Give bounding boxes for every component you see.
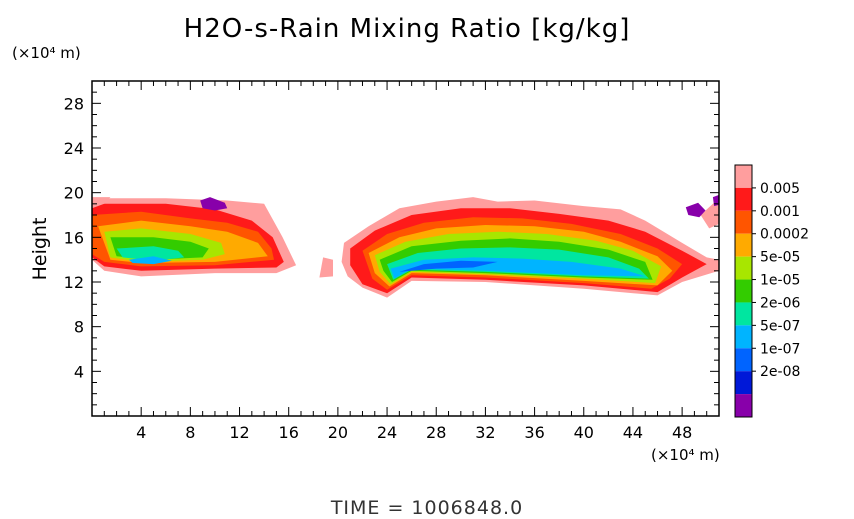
contour-region-17 bbox=[399, 260, 498, 272]
y-tick-label: 16 bbox=[64, 228, 84, 247]
y-tick-label: 4 bbox=[74, 362, 84, 381]
x-tick-label: 48 bbox=[672, 423, 692, 442]
colorbar-swatch bbox=[735, 210, 752, 234]
colorbar-label: 0.001 bbox=[760, 204, 800, 220]
contour-regions bbox=[92, 194, 719, 298]
colorbar-swatch bbox=[735, 394, 752, 417]
chart-title: H2O-s-Rain Mixing Ratio [kg/kg] bbox=[183, 14, 631, 44]
time-label: TIME = 1006848.0 bbox=[330, 497, 524, 519]
x-tick-label: 40 bbox=[574, 423, 594, 442]
x-tick-label: 36 bbox=[524, 423, 544, 442]
colorbar-label: 1e-05 bbox=[760, 273, 800, 289]
colorbar-swatch bbox=[735, 165, 752, 188]
y-tick-label: 12 bbox=[64, 273, 84, 292]
contour-region-20 bbox=[200, 197, 228, 211]
colorbar-frame bbox=[734, 164, 753, 418]
x-tick-label: 28 bbox=[426, 423, 446, 442]
x-tick-label: 16 bbox=[279, 423, 299, 442]
y-axis-label: Height bbox=[29, 217, 51, 281]
colorbar-label: 5e-07 bbox=[760, 318, 800, 334]
contour-region-7 bbox=[128, 256, 172, 265]
colorbar-label: 2e-08 bbox=[760, 364, 800, 380]
colorbar-label: 5e-05 bbox=[760, 250, 800, 266]
y-tick-label: 28 bbox=[64, 94, 84, 113]
colorbar-swatch bbox=[735, 371, 752, 395]
contour-region-8 bbox=[319, 257, 333, 278]
y-tick-label: 24 bbox=[64, 139, 84, 158]
contour-region-22 bbox=[712, 194, 719, 207]
contour-region-18 bbox=[92, 197, 111, 209]
contour-region-21 bbox=[685, 202, 706, 218]
colorbar-swatch bbox=[735, 187, 752, 211]
colorbar: 0.005 0.001 0.0002 5e-05 1e-05 2e-06 5e-07 1e-0… bbox=[734, 164, 809, 418]
colorbar-label: 2e-06 bbox=[760, 295, 800, 311]
contour-region-6 bbox=[116, 246, 185, 261]
colorbar-swatch bbox=[735, 233, 752, 257]
colorbar-label: 0.005 bbox=[760, 181, 800, 197]
x-tick-label: 8 bbox=[185, 423, 195, 442]
x-tick-label: 20 bbox=[328, 423, 348, 442]
colorbar-swatch bbox=[735, 302, 752, 326]
colorbar-swatch bbox=[735, 256, 752, 280]
x-tick-label: 24 bbox=[377, 423, 397, 442]
colorbar-label: 1e-07 bbox=[760, 341, 800, 357]
x-tick-label: 4 bbox=[136, 423, 146, 442]
y-axis-unit: (×10⁴ m) bbox=[12, 44, 81, 62]
colorbar-swatch bbox=[735, 325, 752, 349]
colorbar-swatch bbox=[735, 279, 752, 303]
x-tick-label: 12 bbox=[229, 423, 249, 442]
colorbar-swatch bbox=[735, 348, 752, 372]
axis-ticks bbox=[92, 81, 719, 416]
x-axis-unit: (×10⁴ m) bbox=[651, 446, 720, 464]
y-tick-label: 8 bbox=[74, 318, 84, 337]
x-tick-label: 44 bbox=[623, 423, 643, 442]
y-tick-label: 20 bbox=[64, 184, 84, 203]
colorbar-label: 0.0002 bbox=[760, 227, 809, 243]
x-tick-label: 32 bbox=[475, 423, 495, 442]
